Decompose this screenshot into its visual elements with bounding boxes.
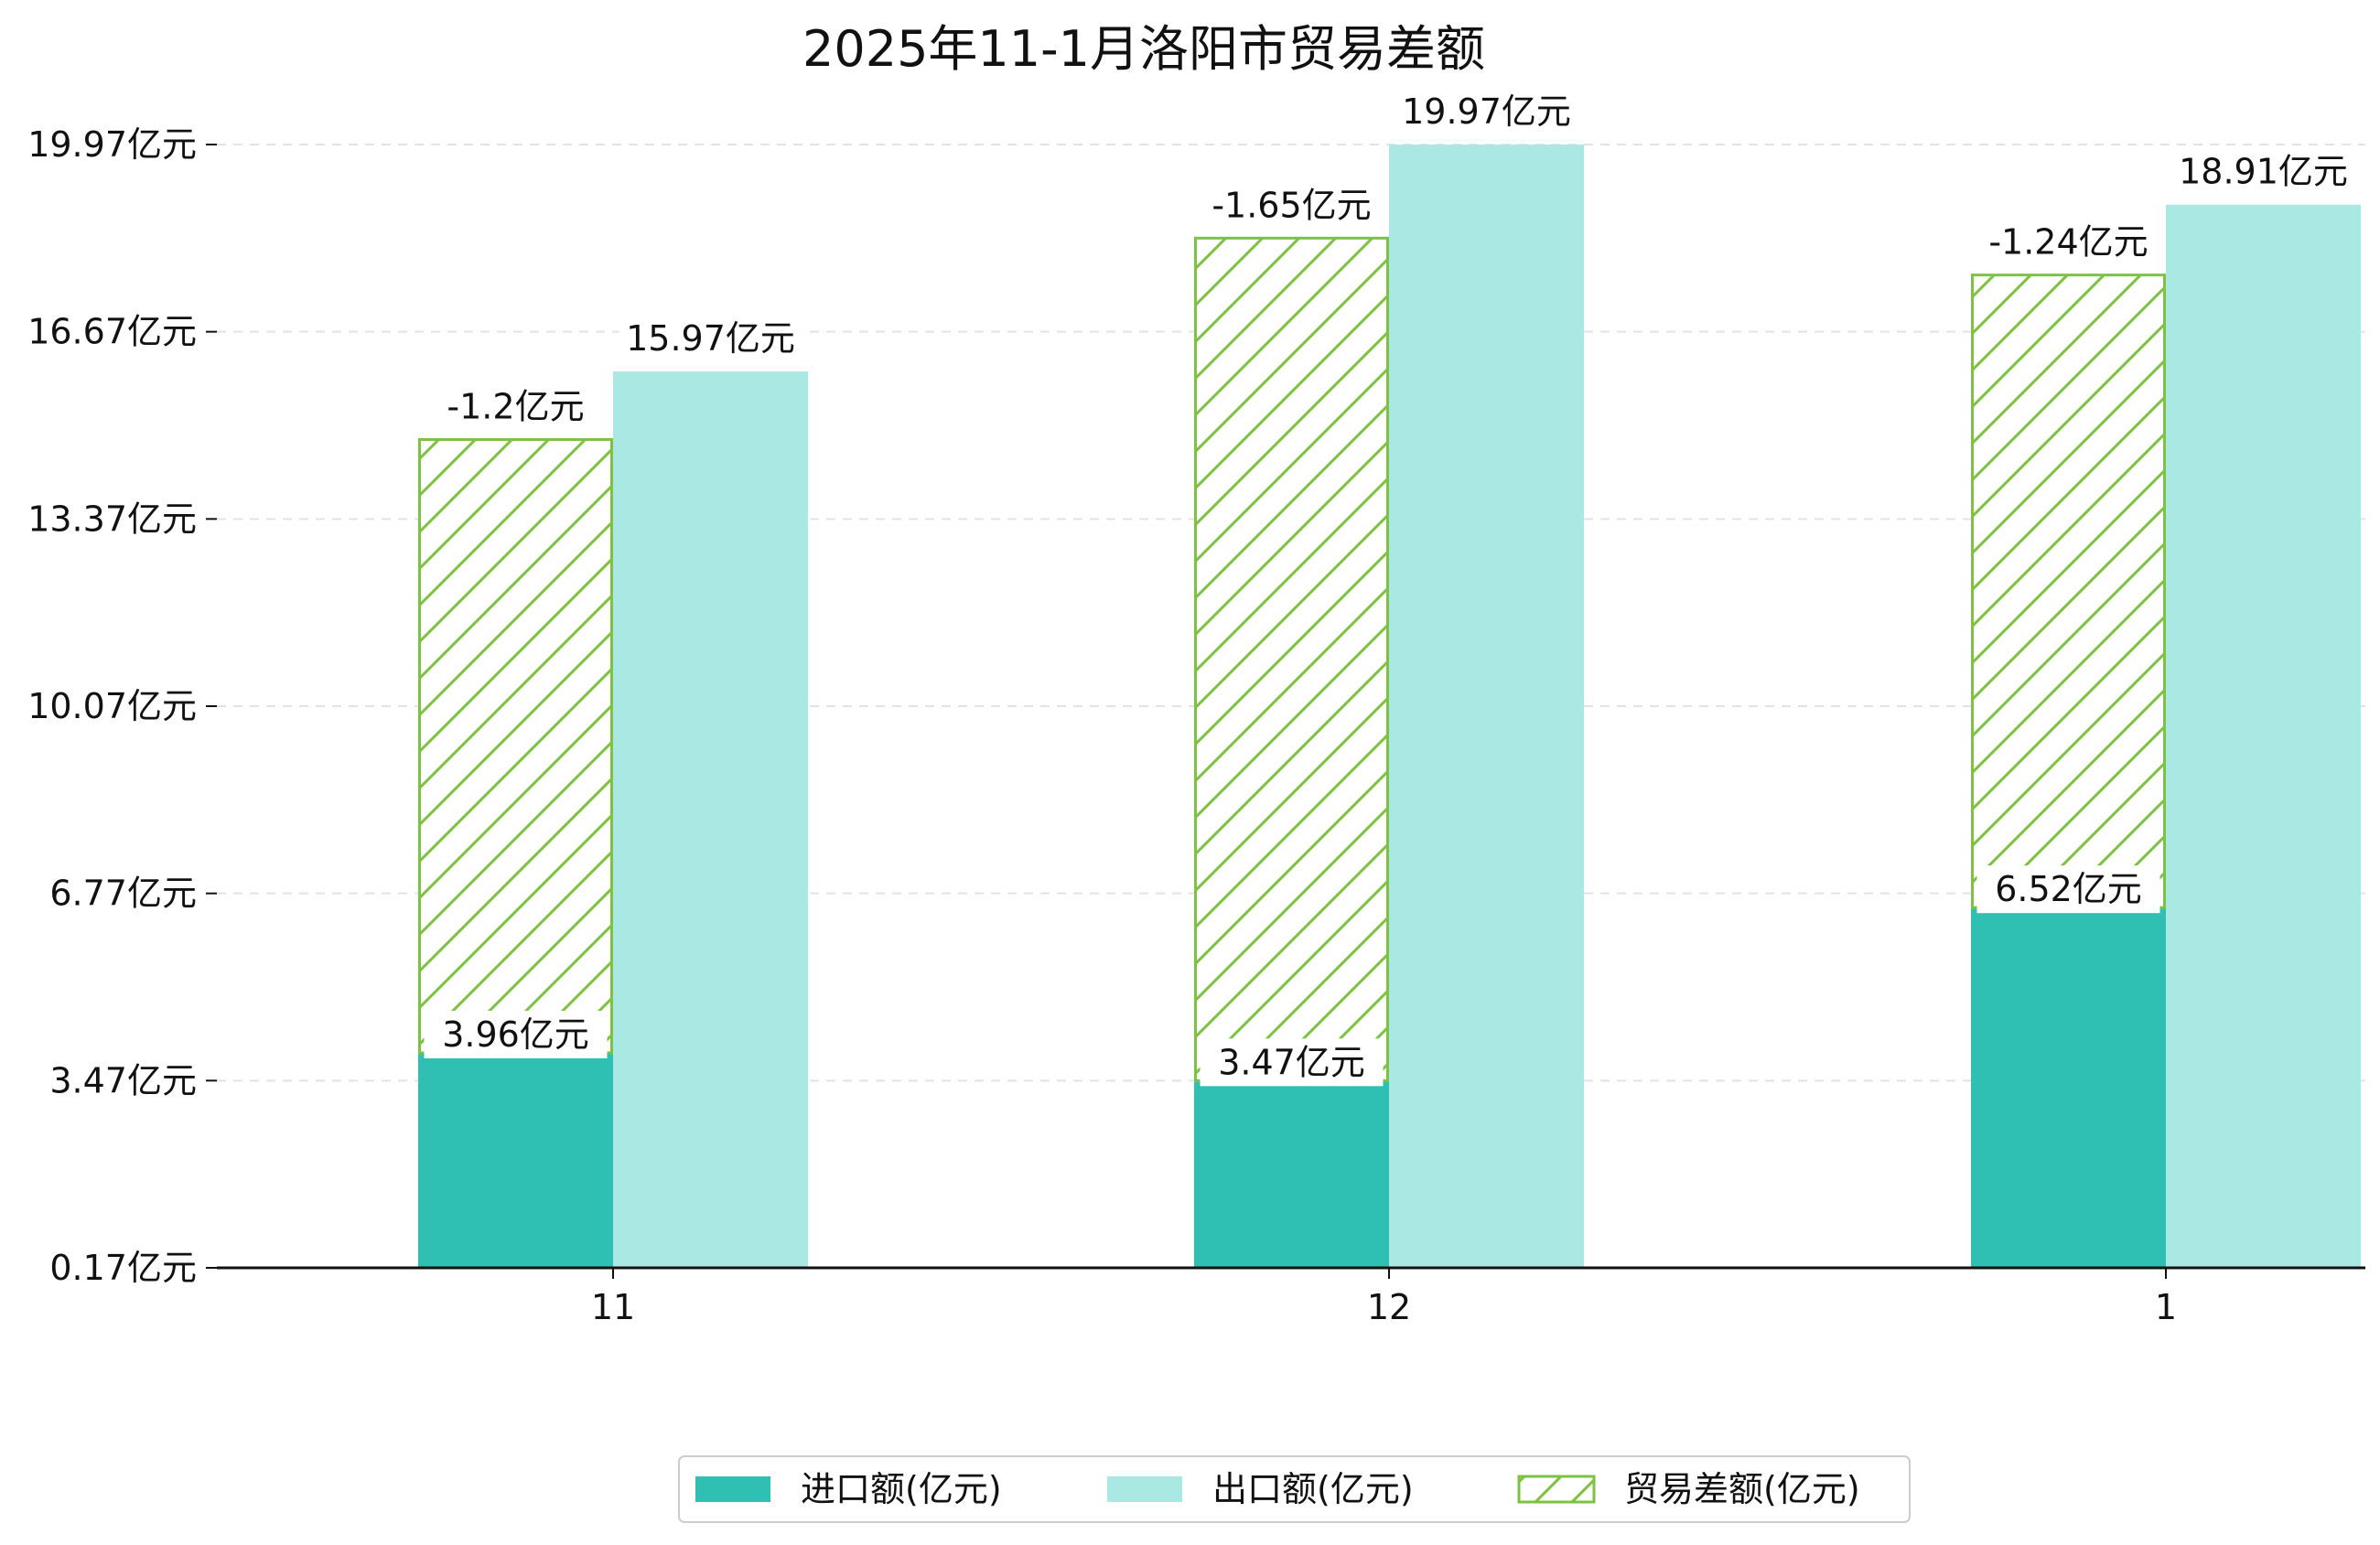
bars <box>418 145 2361 1268</box>
import-bar <box>1194 1080 1389 1268</box>
export-label: 15.97亿元 <box>626 318 795 359</box>
balance-label-bg <box>1200 181 1384 230</box>
export-bar <box>613 371 808 1268</box>
balance-label: -1.2亿元 <box>447 387 584 427</box>
export-label-bg <box>2171 147 2355 196</box>
y-tick-label: 3.47亿元 <box>49 1060 197 1100</box>
x-tick-label: 11 <box>591 1287 635 1327</box>
balance-bar <box>1971 274 2166 909</box>
export-label-bg <box>619 315 802 363</box>
balance-bar <box>1194 236 1389 1082</box>
balance-label-bg <box>424 382 608 431</box>
import-label-bg <box>1976 865 2160 914</box>
import-label: 3.96亿元 <box>442 1014 589 1055</box>
chart-title: 2025年11-1月洛阳市贸易差额 <box>802 20 1485 78</box>
x-tick-label: 12 <box>1367 1287 1411 1327</box>
y-tick-label: 16.67亿元 <box>27 312 197 352</box>
legend-balance-label: 贸易差额(亿元) <box>1624 1469 1860 1509</box>
balance-bar <box>418 438 613 1055</box>
export-bar <box>1389 145 1584 1268</box>
import-bar <box>1971 907 2166 1268</box>
legend-export-swatch <box>1107 1476 1182 1502</box>
legend: 进口额(亿元) 出口额(亿元) 贸易差额(亿元) <box>678 1455 1911 1523</box>
legend-box <box>678 1455 1911 1523</box>
y-tick-label: 0.17亿元 <box>49 1248 197 1288</box>
y-tick-label: 6.77亿元 <box>49 874 197 914</box>
import-bar <box>418 1052 613 1268</box>
balance-label: -1.24亿元 <box>1988 222 2148 263</box>
y-tick-label: 13.37亿元 <box>27 499 197 539</box>
data-labels: 3.96亿元 15.97亿元 -1.2亿元 3.47亿元 19.97亿元 -1.65亿元 6… <box>424 88 2355 1087</box>
y-tick-label: 19.97亿元 <box>27 124 197 165</box>
export-bar <box>2166 204 2361 1268</box>
import-label: 6.52亿元 <box>1995 869 2142 909</box>
import-label-bg <box>1200 1038 1384 1087</box>
x-tick-label: 1 <box>2155 1287 2177 1327</box>
legend-import-swatch <box>695 1476 770 1502</box>
import-label: 3.47亿元 <box>1218 1042 1365 1082</box>
y-tick-label: 10.07亿元 <box>27 686 197 726</box>
export-label-bg <box>1395 88 1578 135</box>
export-label: 18.91亿元 <box>2179 152 2348 192</box>
legend-import-label: 进口额(亿元) <box>801 1469 1002 1509</box>
axes: 0.17亿元 3.47亿元 6.77亿元 10.07亿元 13.37亿元 16.67亿元 1… <box>27 124 2365 1327</box>
export-label: 19.97亿元 <box>1402 91 1571 132</box>
balance-label: -1.65亿元 <box>1212 185 1371 225</box>
legend-export-label: 出口额(亿元) <box>1212 1469 1414 1509</box>
legend-balance-swatch <box>1517 1475 1596 1504</box>
balance-label-bg <box>1976 218 2160 266</box>
import-label-bg <box>424 1010 608 1058</box>
